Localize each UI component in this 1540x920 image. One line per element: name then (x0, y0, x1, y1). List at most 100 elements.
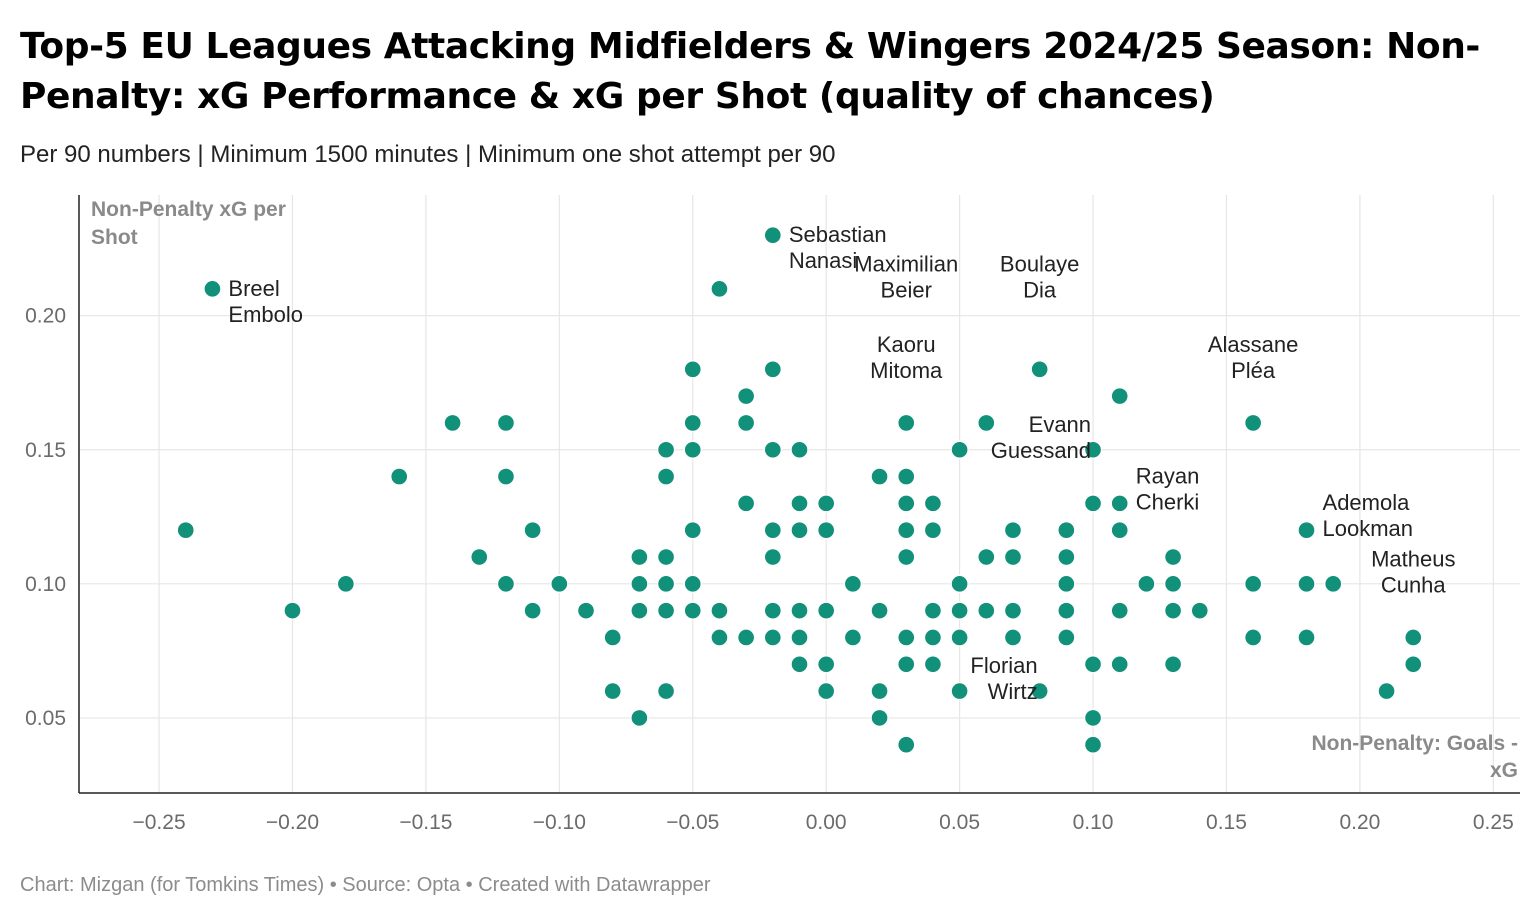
data-point (1163, 601, 1183, 620)
data-point (1083, 655, 1103, 674)
y-tick-label: 0.10 (25, 573, 66, 596)
data-point (1110, 521, 1129, 540)
data-point (1003, 601, 1023, 620)
data-point (496, 574, 516, 594)
data-point (1057, 601, 1076, 620)
data-point (336, 574, 356, 594)
data-point (790, 521, 809, 540)
data-point (1030, 681, 1049, 701)
x-tick-label: 0.05 (939, 811, 980, 834)
player-label-line: Wirtz (988, 679, 1038, 704)
y-axis-label-line: Shot (91, 226, 138, 249)
data-point (550, 574, 569, 594)
data-point (1190, 601, 1209, 620)
data-point (683, 360, 702, 379)
x-axis-label-line: xG (1490, 759, 1518, 782)
data-point (736, 494, 756, 513)
data-point (656, 601, 676, 620)
chart-footer: Chart: Mizgan (for Tomkins Times) • Sour… (20, 874, 711, 896)
player-label-line: Sebastian (789, 222, 887, 247)
player-label: Rayan Cherki (1136, 463, 1200, 514)
data-point (1297, 521, 1316, 540)
data-point (897, 655, 916, 674)
data-point (816, 601, 836, 620)
data-point (470, 547, 489, 567)
player-label-line: Boulaye (1000, 252, 1080, 277)
data-point (1083, 708, 1103, 728)
data-point (1057, 547, 1076, 567)
x-tick-label: 0.00 (806, 811, 847, 834)
data-point (176, 521, 195, 540)
data-point (683, 601, 702, 620)
player-label-line: Kaoru (877, 332, 936, 357)
data-point (1030, 360, 1049, 379)
data-point (1297, 574, 1316, 594)
x-tick-label: 0.10 (1073, 811, 1114, 834)
data-point (710, 601, 729, 620)
data-point (1243, 574, 1263, 594)
data-point (843, 628, 863, 647)
data-point (683, 440, 702, 459)
data-point (683, 574, 702, 594)
axes (78, 195, 1520, 794)
player-label: Matheus Cunha (1371, 547, 1455, 598)
player-label-line: Embolo (228, 302, 303, 327)
data-point (1003, 547, 1023, 567)
player-label-line: Matheus (1371, 547, 1455, 572)
data-point (1110, 655, 1129, 674)
data-point (897, 521, 916, 540)
data-point (1057, 574, 1076, 594)
data-point (1163, 655, 1183, 674)
data-point (736, 628, 756, 647)
x-tick-label: 0.25 (1473, 811, 1514, 834)
data-point (656, 574, 676, 594)
player-label: Boulaye Dia (1000, 252, 1080, 303)
player-label-line: Lookman (1323, 516, 1414, 541)
data-point (843, 574, 863, 594)
data-point (683, 413, 702, 433)
data-point (496, 413, 516, 433)
player-label: Florian Wirtz (970, 653, 1037, 704)
data-point (1057, 628, 1076, 647)
data-point (923, 655, 943, 674)
x-tick-label: −0.20 (266, 811, 319, 834)
data-point (950, 681, 969, 701)
data-point (1324, 574, 1343, 594)
data-point (390, 467, 409, 486)
y-tick-label: 0.05 (25, 707, 66, 730)
player-label-line: Evann (1029, 412, 1091, 437)
data-point (1083, 494, 1103, 513)
player-label-line: Maximilian (854, 252, 958, 277)
data-point (1377, 681, 1396, 701)
data-point (950, 628, 969, 647)
y-tick-label: 0.15 (25, 439, 66, 462)
data-point (977, 547, 996, 567)
data-point (1163, 547, 1183, 567)
data-point (683, 521, 702, 540)
data-point (763, 628, 783, 647)
player-label-line: Mitoma (870, 358, 943, 383)
data-point (630, 574, 649, 594)
data-point (816, 521, 836, 540)
x-tick-label: 0.15 (1206, 811, 1247, 834)
data-point (443, 413, 462, 433)
data-point (897, 628, 916, 647)
data-point (736, 413, 756, 433)
data-point (790, 601, 809, 620)
data-point (763, 601, 783, 620)
data-point (950, 440, 969, 459)
gridlines (79, 195, 1520, 793)
data-point (736, 386, 756, 406)
scatter-plot: −0.25 −0.20 −0.15 −0.10 −0.05 0.00 0.05 0.10 0.1… (25, 195, 1520, 834)
data-point (1003, 628, 1023, 647)
x-tick-label: −0.10 (533, 811, 586, 834)
data-point (950, 574, 969, 594)
data-point (1243, 413, 1263, 433)
data-point (763, 360, 783, 379)
data-point (923, 521, 943, 540)
data-point (656, 547, 676, 567)
player-label: Evann Guessand (991, 412, 1091, 463)
data-point (816, 494, 836, 513)
x-tick-label: 0.20 (1339, 811, 1380, 834)
data-point (870, 708, 889, 728)
